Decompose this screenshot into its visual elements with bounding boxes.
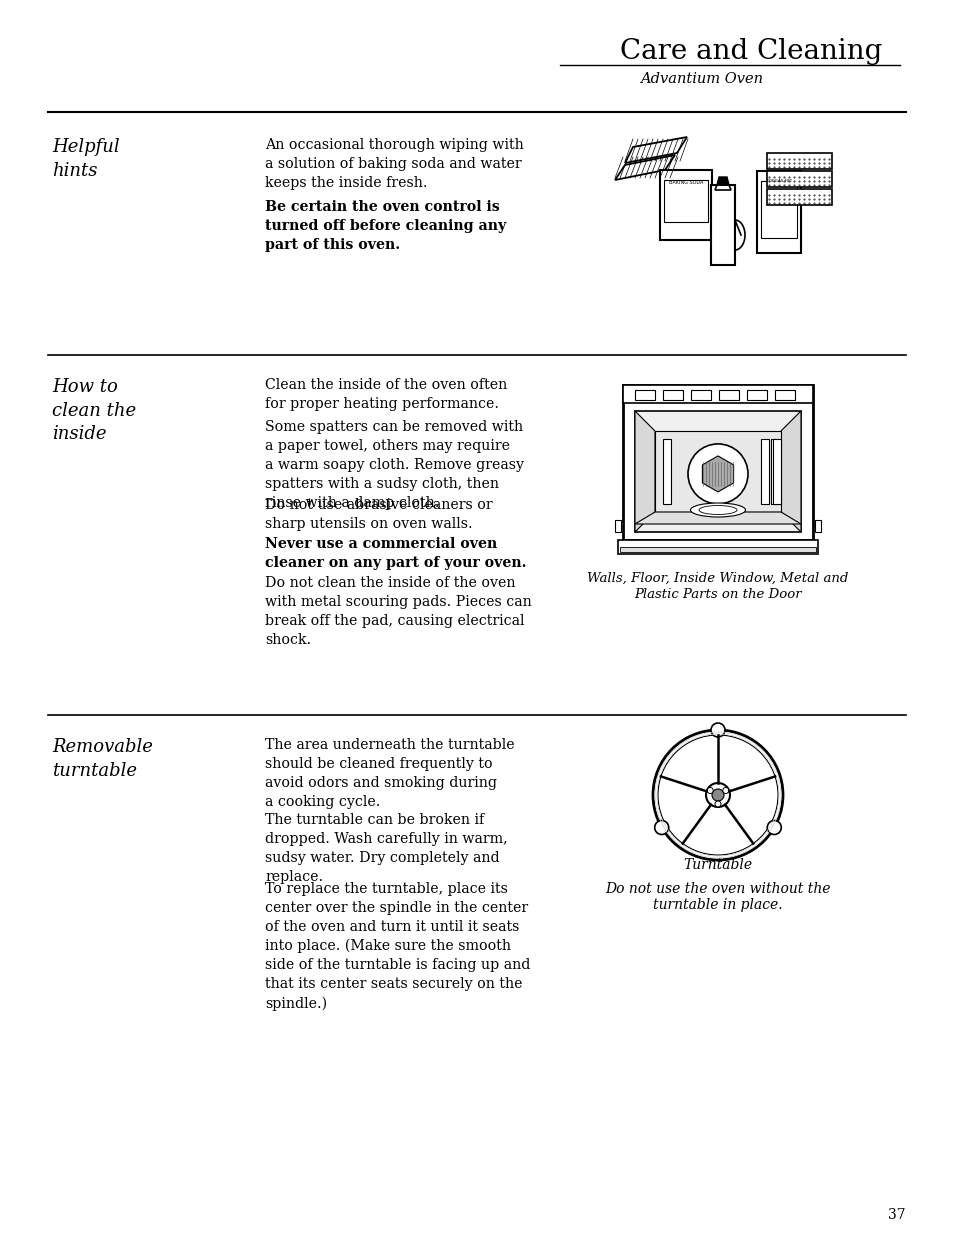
Text: ZOEGAS FILT: ZOEGAS FILT bbox=[765, 179, 791, 183]
Bar bbox=[710, 185, 734, 266]
Polygon shape bbox=[635, 411, 655, 532]
Text: Never use a commercial oven
cleaner on any part of your oven.: Never use a commercial oven cleaner on a… bbox=[265, 537, 526, 569]
Text: Removable
turntable: Removable turntable bbox=[52, 739, 152, 779]
Text: Advantium Oven: Advantium Oven bbox=[639, 72, 762, 86]
Bar bbox=[662, 438, 670, 504]
Bar bbox=[655, 431, 781, 513]
Text: Walls, Floor, Inside Window, Metal and: Walls, Floor, Inside Window, Metal and bbox=[587, 572, 848, 585]
Bar bbox=[772, 438, 781, 504]
Circle shape bbox=[687, 443, 747, 504]
Polygon shape bbox=[717, 177, 728, 185]
Polygon shape bbox=[701, 456, 733, 492]
Bar bbox=[622, 385, 812, 403]
Text: Helpful
hints: Helpful hints bbox=[52, 138, 119, 179]
Text: Plastic Parts on the Door: Plastic Parts on the Door bbox=[634, 588, 801, 601]
Text: Clean the inside of the oven often
for proper heating performance.: Clean the inside of the oven often for p… bbox=[265, 378, 507, 411]
Text: BAKING SODA: BAKING SODA bbox=[668, 180, 702, 185]
Circle shape bbox=[722, 788, 728, 794]
Polygon shape bbox=[615, 156, 675, 180]
Bar bbox=[766, 189, 831, 205]
Bar bbox=[615, 520, 620, 532]
Ellipse shape bbox=[690, 503, 744, 517]
Text: turntable in place.: turntable in place. bbox=[653, 898, 782, 911]
Polygon shape bbox=[781, 411, 801, 532]
Bar bbox=[618, 540, 817, 555]
Text: The turntable can be broken if
dropped. Wash carefully in warm,
sudsy water. Dry: The turntable can be broken if dropped. … bbox=[265, 813, 507, 884]
Text: An occasional thorough wiping with
a solution of baking soda and water
keeps the: An occasional thorough wiping with a sol… bbox=[265, 138, 523, 190]
Bar bbox=[635, 390, 655, 400]
Bar bbox=[760, 438, 768, 504]
Text: The area underneath the turntable
should be cleaned frequently to
avoid odors an: The area underneath the turntable should… bbox=[265, 739, 514, 809]
Bar bbox=[760, 182, 796, 238]
Text: Turntable: Turntable bbox=[682, 858, 752, 872]
Bar bbox=[635, 411, 801, 532]
Bar bbox=[766, 153, 831, 169]
Text: 37: 37 bbox=[887, 1208, 905, 1221]
Text: Some spatters can be removed with
a paper towel, others may require
a warm soapy: Some spatters can be removed with a pape… bbox=[265, 420, 523, 510]
Text: Do not clean the inside of the oven
with metal scouring pads. Pieces can
break o: Do not clean the inside of the oven with… bbox=[265, 576, 531, 647]
Bar bbox=[622, 385, 812, 540]
Text: Do not use abrasive cleaners or
sharp utensils on oven walls.: Do not use abrasive cleaners or sharp ut… bbox=[265, 498, 492, 531]
Bar bbox=[719, 390, 739, 400]
Circle shape bbox=[706, 788, 713, 794]
Circle shape bbox=[652, 730, 782, 860]
Text: To replace the turntable, place its
center over the spindle in the center
of the: To replace the turntable, place its cent… bbox=[265, 882, 530, 1010]
Bar bbox=[663, 180, 707, 222]
Circle shape bbox=[654, 820, 668, 835]
Text: Care and Cleaning: Care and Cleaning bbox=[619, 38, 882, 65]
Polygon shape bbox=[635, 513, 801, 524]
Bar bbox=[757, 170, 801, 253]
Bar bbox=[619, 547, 815, 552]
Text: Be certain the oven control is
turned off before cleaning any
part of this oven.: Be certain the oven control is turned of… bbox=[265, 200, 506, 252]
Circle shape bbox=[710, 722, 724, 737]
Bar bbox=[746, 390, 766, 400]
Polygon shape bbox=[624, 137, 686, 163]
Circle shape bbox=[714, 802, 720, 806]
Circle shape bbox=[705, 783, 729, 806]
Bar bbox=[659, 170, 711, 240]
Bar bbox=[690, 390, 710, 400]
Bar bbox=[662, 390, 682, 400]
Bar bbox=[770, 438, 779, 504]
Text: How to
clean the
inside: How to clean the inside bbox=[52, 378, 136, 443]
Bar bbox=[766, 170, 831, 186]
Text: Do not use the oven without the: Do not use the oven without the bbox=[604, 882, 830, 897]
Polygon shape bbox=[714, 185, 730, 190]
Bar bbox=[774, 390, 794, 400]
Bar bbox=[814, 520, 821, 532]
Circle shape bbox=[711, 789, 723, 802]
Circle shape bbox=[766, 820, 781, 835]
